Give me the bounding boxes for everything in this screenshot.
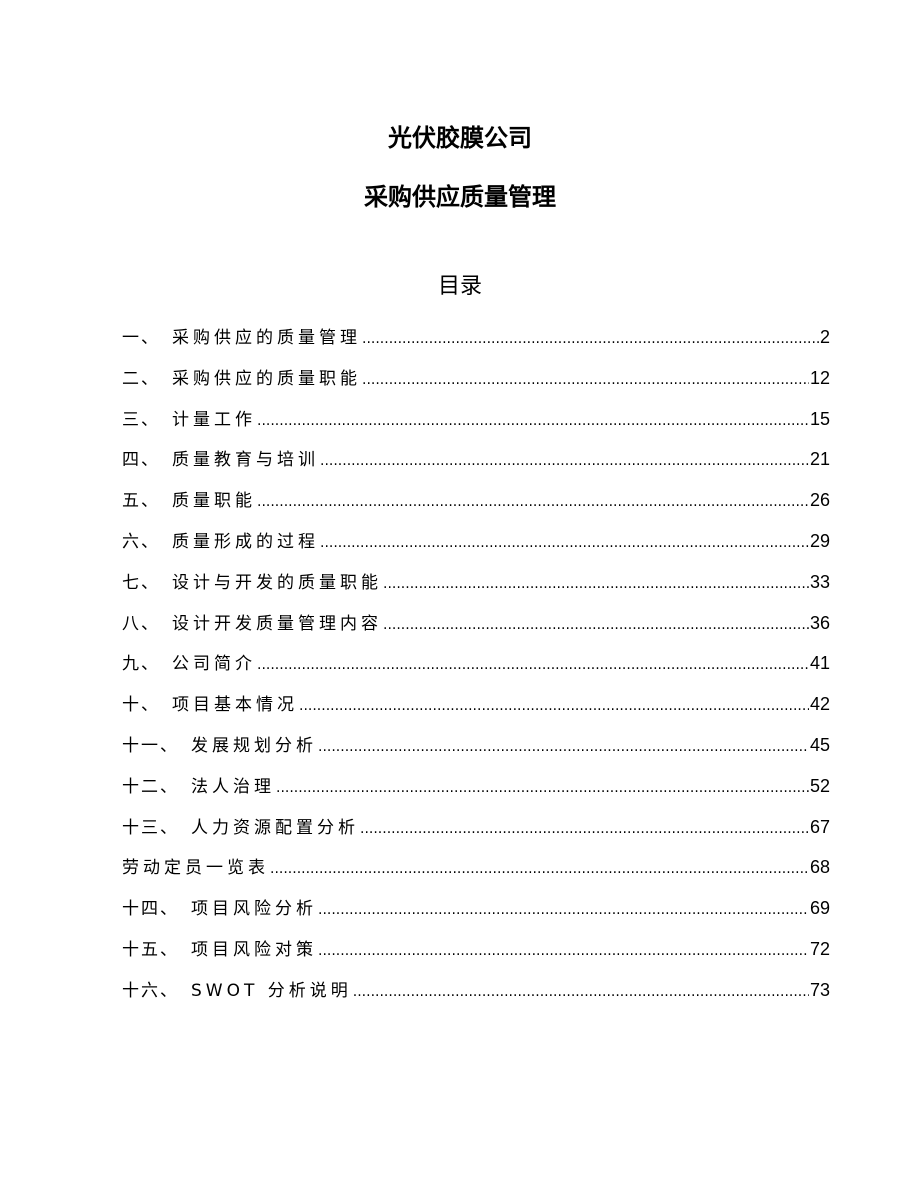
toc-entry-label: 质量职能 — [172, 491, 256, 512]
toc-entry[interactable]: 八、设计开发质量管理内容 36 — [122, 608, 830, 649]
toc-entry-number: 八、 — [122, 613, 160, 634]
toc-entry-number: 六、 — [122, 531, 160, 552]
document-title: 光伏胶膜公司 — [388, 124, 532, 152]
toc-entry-page: 42 — [809, 694, 830, 715]
toc-entry-page: 73 — [809, 979, 830, 1000]
toc-entry[interactable]: 四、质量教育与培训 21 — [122, 444, 830, 485]
toc-leader-dots — [360, 814, 809, 844]
toc-entry-number: 三、 — [122, 409, 160, 430]
toc-entry-label: 公司简介 — [172, 654, 256, 675]
toc-leader-dots — [257, 650, 809, 680]
toc-entry-number: 七、 — [122, 572, 160, 593]
toc-entry-number: 十五、 — [122, 939, 179, 960]
toc-entry-page: 41 — [809, 653, 830, 674]
toc-entry[interactable]: 一、采购供应的质量管理 2 — [122, 322, 830, 363]
toc-entry[interactable]: 十一、发展规划分析 45 — [122, 730, 830, 771]
toc-entry-label: 项目基本情况 — [172, 695, 298, 716]
toc-entry-number: 十一、 — [122, 735, 179, 756]
toc-entry-number: 十二、 — [122, 776, 179, 797]
toc-leader-dots — [318, 895, 809, 925]
toc-entry[interactable]: 十五、项目风险对策 72 — [122, 934, 830, 975]
toc-leader-dots — [318, 732, 809, 762]
toc-leader-dots — [383, 610, 809, 640]
toc-leader-dots — [362, 324, 819, 354]
toc-entry[interactable]: 十六、 SWOT 分析说明 73 — [122, 975, 830, 1016]
table-of-contents: 一、采购供应的质量管理 2 二、采购供应的质量职能 12 三、计量工作 15 四、质量教育与… — [122, 322, 830, 1016]
toc-leader-dots — [320, 528, 809, 558]
toc-leader-dots — [383, 569, 809, 599]
toc-entry[interactable]: 二、采购供应的质量职能 12 — [122, 363, 830, 404]
toc-entry-label: 法人治理 — [191, 776, 275, 797]
toc-entry-number: 十三、 — [122, 817, 179, 838]
toc-entry[interactable]: 十四、项目风险分析 69 — [122, 893, 830, 934]
toc-entry-label: 采购供应的质量职能 — [172, 368, 361, 389]
toc-leader-dots — [299, 691, 809, 721]
toc-entry-number: 四、 — [122, 450, 160, 471]
toc-entry-label: SWOT 分析说明 — [191, 980, 352, 1001]
toc-entry-page: 67 — [809, 816, 830, 837]
toc-entry-page: 2 — [819, 327, 830, 347]
toc-entry-page: 45 — [809, 734, 830, 755]
toc-entry-page: 12 — [809, 367, 830, 388]
toc-entry-number: 十六、 — [122, 980, 179, 1001]
toc-entry-number: 十四、 — [122, 899, 179, 920]
toc-entry-label: 采购供应的质量管理 — [172, 328, 361, 348]
toc-entry-number: 九、 — [122, 654, 160, 675]
toc-entry[interactable]: 九、公司简介 41 — [122, 648, 830, 689]
toc-entry[interactable]: 十、项目基本情况 42 — [122, 689, 830, 730]
toc-entry-page: 52 — [809, 775, 830, 796]
toc-leader-dots — [270, 854, 809, 884]
toc-entry-label: 项目风险对策 — [191, 939, 317, 960]
toc-entry-page: 21 — [809, 449, 830, 470]
toc-entry[interactable]: 五、质量职能 26 — [122, 485, 830, 526]
toc-entry-page: 29 — [809, 530, 830, 551]
toc-leader-dots — [257, 406, 809, 436]
toc-heading: 目录 — [437, 274, 482, 299]
toc-entry-page: 68 — [809, 857, 830, 878]
toc-entry-label: 质量教育与培训 — [172, 450, 319, 471]
toc-leader-dots — [318, 936, 809, 966]
toc-entry-label: 设计与开发的质量职能 — [172, 572, 382, 593]
toc-leader-dots — [276, 773, 809, 803]
toc-entry[interactable]: 十三、人力资源配置分析 67 — [122, 812, 830, 853]
toc-entry-label: 质量形成的过程 — [172, 531, 319, 552]
toc-entry-label: 发展规划分析 — [191, 735, 317, 756]
toc-entry-page: 36 — [809, 612, 830, 633]
toc-entry[interactable]: 三、计量工作 15 — [122, 404, 830, 445]
toc-entry-number: 一、 — [122, 328, 160, 348]
toc-leader-dots — [362, 365, 809, 395]
toc-entry[interactable]: 十二、法人治理 52 — [122, 771, 830, 812]
toc-entry-label: 劳动定员一览表 — [122, 858, 269, 879]
toc-entry-page: 15 — [809, 408, 830, 429]
toc-leader-dots — [257, 487, 809, 517]
toc-entry-number: 十、 — [122, 695, 160, 716]
toc-entry-page: 33 — [809, 571, 830, 592]
document-subtitle: 采购供应质量管理 — [364, 183, 556, 211]
toc-entry[interactable]: 劳动定员一览表 68 — [122, 852, 830, 893]
toc-entry-number: 二、 — [122, 368, 160, 389]
toc-leader-dots — [320, 446, 809, 476]
toc-entry-page: 69 — [809, 898, 830, 919]
toc-entry-label: 计量工作 — [172, 409, 256, 430]
toc-entry[interactable]: 六、质量形成的过程 29 — [122, 526, 830, 567]
toc-entry[interactable]: 七、设计与开发的质量职能 33 — [122, 567, 830, 608]
toc-entry-label: 设计开发质量管理内容 — [172, 613, 382, 634]
toc-entry-number: 五、 — [122, 491, 160, 512]
toc-entry-page: 26 — [809, 490, 830, 511]
toc-entry-label: 人力资源配置分析 — [191, 817, 359, 838]
toc-entry-label: 项目风险分析 — [191, 899, 317, 920]
toc-leader-dots — [353, 977, 809, 1007]
toc-entry-page: 72 — [809, 938, 830, 959]
